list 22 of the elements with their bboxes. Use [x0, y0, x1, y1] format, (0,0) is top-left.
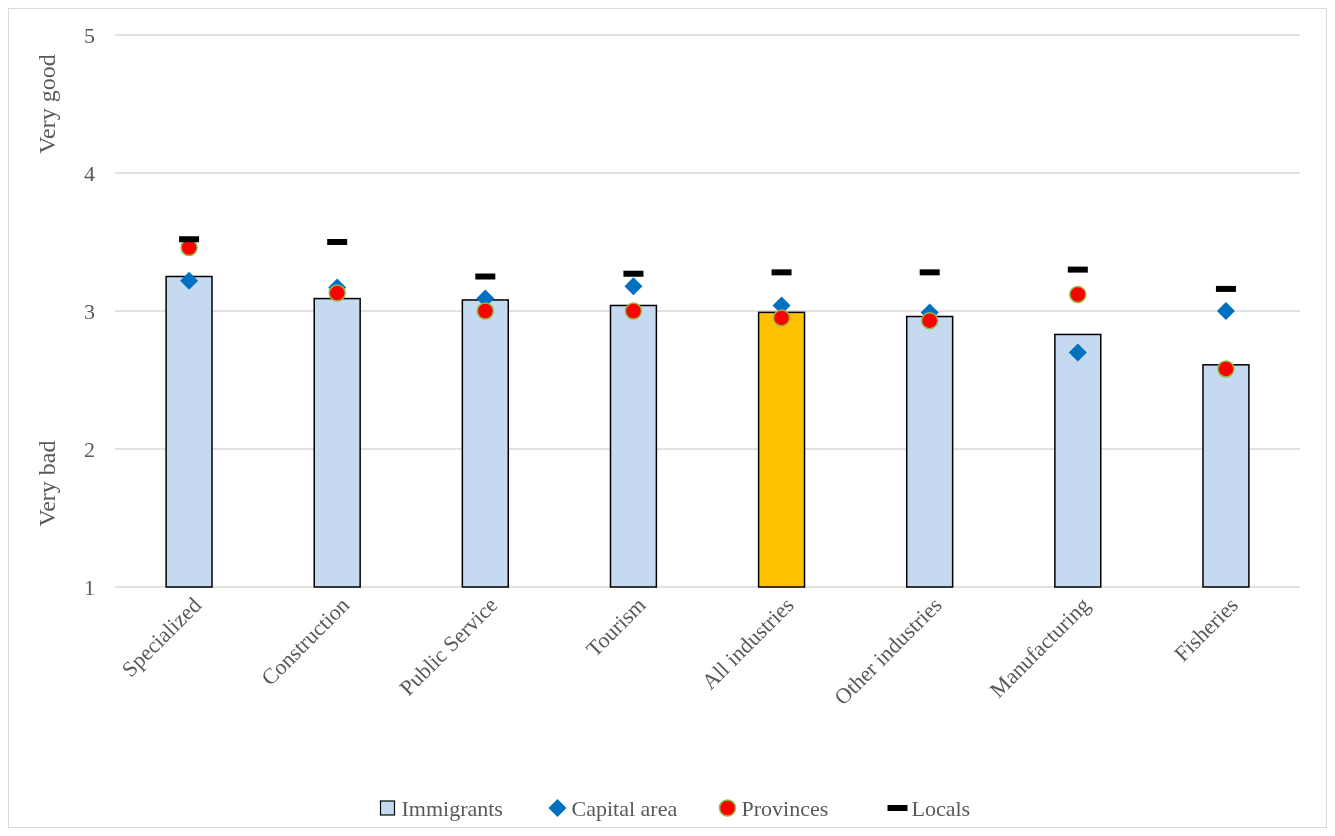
legend-label: Capital area	[571, 795, 678, 821]
point	[476, 302, 495, 320]
point	[180, 271, 199, 290]
point	[920, 311, 939, 330]
point	[1069, 285, 1087, 304]
point	[328, 284, 346, 302]
point	[1217, 360, 1235, 378]
legend-label: Provinces	[741, 795, 829, 821]
point	[772, 309, 791, 327]
y-tick-label: 5	[84, 22, 95, 48]
text: Very bad	[34, 440, 60, 527]
point	[624, 302, 643, 320]
point	[1068, 343, 1087, 362]
text: Very good	[34, 54, 60, 154]
y-tick-label: 2	[84, 436, 95, 462]
y-tick-label: 4	[84, 160, 95, 186]
legend-label: Immigrants	[401, 795, 503, 821]
point	[1216, 302, 1235, 320]
y-tick-label: 1	[84, 574, 95, 600]
legend-label: Locals	[911, 795, 971, 821]
y-tick-label: 3	[84, 298, 95, 324]
point	[624, 277, 643, 296]
